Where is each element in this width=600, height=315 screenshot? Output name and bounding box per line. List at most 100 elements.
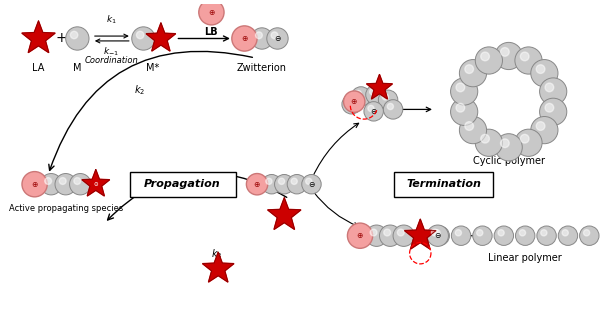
Circle shape bbox=[132, 27, 155, 50]
Circle shape bbox=[465, 122, 473, 130]
Circle shape bbox=[364, 102, 383, 121]
Circle shape bbox=[397, 229, 404, 236]
Circle shape bbox=[427, 225, 448, 246]
Circle shape bbox=[537, 226, 556, 245]
Circle shape bbox=[545, 103, 554, 112]
Text: M: M bbox=[73, 63, 82, 73]
Circle shape bbox=[70, 174, 91, 195]
Circle shape bbox=[384, 229, 391, 236]
Circle shape bbox=[65, 27, 89, 50]
Circle shape bbox=[387, 103, 394, 110]
Circle shape bbox=[278, 178, 284, 184]
Circle shape bbox=[251, 28, 272, 49]
Circle shape bbox=[520, 230, 526, 236]
Circle shape bbox=[455, 230, 461, 236]
Polygon shape bbox=[367, 74, 392, 99]
Circle shape bbox=[368, 105, 374, 112]
Text: LB: LB bbox=[205, 27, 218, 37]
Circle shape bbox=[55, 174, 76, 195]
Circle shape bbox=[22, 172, 47, 197]
Circle shape bbox=[431, 229, 438, 236]
Circle shape bbox=[451, 78, 478, 105]
Circle shape bbox=[475, 47, 502, 74]
Circle shape bbox=[366, 85, 385, 104]
Circle shape bbox=[247, 174, 268, 195]
Circle shape bbox=[305, 178, 312, 184]
Circle shape bbox=[545, 83, 554, 92]
Circle shape bbox=[393, 225, 415, 246]
Text: $k_1$: $k_1$ bbox=[106, 13, 117, 26]
Circle shape bbox=[256, 32, 262, 39]
Circle shape bbox=[515, 47, 542, 74]
Text: $\ominus$: $\ominus$ bbox=[434, 231, 442, 240]
Text: Coordination: Coordination bbox=[85, 56, 138, 65]
Circle shape bbox=[456, 103, 465, 112]
Circle shape bbox=[451, 226, 471, 245]
Text: +: + bbox=[56, 32, 68, 45]
Circle shape bbox=[370, 229, 377, 236]
Circle shape bbox=[379, 225, 401, 246]
Text: $\oplus$: $\oplus$ bbox=[241, 34, 248, 43]
Text: Cyclic polymer: Cyclic polymer bbox=[473, 156, 545, 166]
Text: $\oplus$: $\oplus$ bbox=[31, 180, 38, 189]
Text: $k_3$: $k_3$ bbox=[211, 247, 222, 261]
Polygon shape bbox=[268, 198, 301, 229]
Circle shape bbox=[379, 90, 398, 110]
Text: $\oplus$: $\oplus$ bbox=[356, 231, 364, 240]
Circle shape bbox=[434, 230, 440, 236]
Text: Linear polymer: Linear polymer bbox=[488, 253, 562, 263]
Circle shape bbox=[460, 117, 487, 144]
Text: Propagation: Propagation bbox=[144, 179, 221, 189]
Circle shape bbox=[70, 31, 78, 39]
Polygon shape bbox=[203, 252, 234, 282]
Circle shape bbox=[352, 87, 371, 106]
Circle shape bbox=[40, 174, 62, 195]
Circle shape bbox=[558, 226, 578, 245]
Circle shape bbox=[266, 178, 272, 184]
Circle shape bbox=[531, 60, 558, 87]
Circle shape bbox=[383, 100, 403, 119]
Text: $\ominus$: $\ominus$ bbox=[274, 34, 281, 43]
Circle shape bbox=[366, 225, 387, 246]
Circle shape bbox=[494, 226, 514, 245]
Circle shape bbox=[541, 230, 547, 236]
Circle shape bbox=[475, 129, 502, 156]
Text: M*: M* bbox=[146, 63, 159, 73]
Circle shape bbox=[515, 129, 542, 156]
Circle shape bbox=[346, 98, 352, 105]
Circle shape bbox=[291, 178, 297, 184]
Text: LA: LA bbox=[32, 63, 44, 73]
Circle shape bbox=[302, 175, 321, 194]
Circle shape bbox=[520, 134, 529, 143]
Polygon shape bbox=[22, 21, 55, 53]
Circle shape bbox=[355, 90, 361, 97]
Circle shape bbox=[539, 78, 567, 105]
Circle shape bbox=[495, 43, 522, 70]
Circle shape bbox=[382, 94, 388, 100]
Circle shape bbox=[520, 52, 529, 61]
Circle shape bbox=[498, 230, 504, 236]
Polygon shape bbox=[404, 219, 436, 249]
Circle shape bbox=[515, 226, 535, 245]
Circle shape bbox=[456, 83, 465, 92]
Circle shape bbox=[476, 230, 483, 236]
Polygon shape bbox=[146, 23, 176, 51]
Circle shape bbox=[580, 226, 599, 245]
Polygon shape bbox=[82, 170, 110, 196]
Circle shape bbox=[267, 28, 288, 49]
Circle shape bbox=[45, 178, 52, 184]
Circle shape bbox=[262, 175, 281, 194]
Circle shape bbox=[59, 178, 66, 184]
Circle shape bbox=[495, 134, 522, 161]
Circle shape bbox=[481, 134, 490, 143]
FancyBboxPatch shape bbox=[130, 172, 236, 197]
Circle shape bbox=[500, 48, 509, 56]
Text: Termination: Termination bbox=[406, 179, 481, 189]
Circle shape bbox=[430, 226, 449, 245]
Text: $\oplus$: $\oplus$ bbox=[208, 8, 215, 17]
Circle shape bbox=[460, 60, 487, 87]
Text: $\ominus$: $\ominus$ bbox=[93, 180, 99, 188]
Text: $k_2$: $k_2$ bbox=[134, 83, 145, 97]
Circle shape bbox=[199, 0, 224, 25]
Text: $\ominus$: $\ominus$ bbox=[370, 107, 377, 116]
